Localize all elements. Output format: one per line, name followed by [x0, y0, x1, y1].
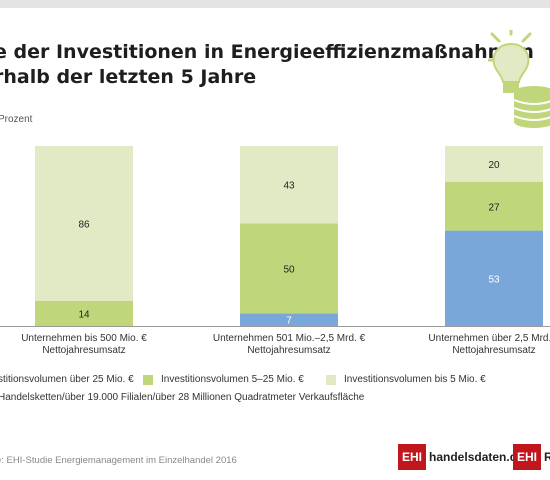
brand-handelsdaten[interactable]: EHI handelsdaten.de	[398, 444, 524, 470]
sample-note: Handelsketten/über 19.000 Filialen/über …	[0, 392, 365, 403]
bar-segment-2-3	[240, 146, 338, 224]
legend-label-up-to-5: Investitionsvolumen bis 5 Mio. €	[344, 374, 486, 385]
brand-logo-text: handelsdaten.de	[429, 450, 524, 464]
bar-segment-3-1	[445, 230, 543, 326]
category-label-1-line-1: Unternehmen bis 500 Mio. €	[21, 333, 147, 344]
legend-label-over-25: stitionsvolumen über 25 Mio. €	[0, 374, 134, 385]
lightbulb-coins-icon	[488, 30, 550, 128]
title-line-2: rhalb der letzten 5 Jahre	[0, 66, 257, 88]
bar-segment-3-3	[445, 146, 543, 182]
data-label-3-3: 20	[488, 160, 500, 171]
data-label-1-2: 14	[78, 309, 90, 320]
bar-segment-1-3	[35, 146, 133, 301]
chart-title: e der Investitionen in Energieeffizienzm…	[0, 40, 534, 90]
brand-retail[interactable]: EHI Re	[513, 444, 550, 470]
category-label-1-line-2: Nettojahresumsatz	[42, 345, 125, 356]
data-label-2-2: 50	[283, 264, 295, 275]
bar-segment-2-2	[240, 223, 338, 314]
legend-label-5-25: Investitionsvolumen 5–25 Mio. €	[161, 374, 304, 385]
unit-label: Prozent	[0, 114, 33, 125]
brand-logo-text-2: Re	[544, 450, 550, 464]
bar-segment-3-2	[445, 182, 543, 231]
category-label-3-line-1: Unternehmen über 2,5 Mrd. €	[428, 333, 550, 344]
data-label-3-1: 53	[488, 274, 500, 285]
data-label-2-1: 7	[286, 316, 292, 327]
data-label-2-3: 43	[283, 181, 295, 192]
legend: stitionsvolumen über 25 Mio. € Investiti…	[0, 374, 550, 388]
brand-logo-box-2: EHI	[513, 444, 542, 470]
bar-segment-2-1	[240, 313, 338, 326]
category-label-2-line-2: Nettojahresumsatz	[247, 345, 330, 356]
data-label-3-2: 27	[488, 202, 500, 213]
bar-segment-1-2	[35, 300, 133, 326]
top-bar	[0, 0, 550, 8]
legend-item-over-25: stitionsvolumen über 25 Mio. €	[0, 374, 134, 385]
legend-item-5-25: Investitionsvolumen 5–25 Mio. €	[143, 374, 304, 385]
title-line-1: e der Investitionen in Energieeffizienzm…	[0, 41, 534, 63]
legend-swatch-5-25	[143, 374, 153, 385]
source-note: e: EHI-Studie Energiemanagement im Einze…	[0, 455, 237, 466]
category-label-3-line-2: Nettojahresumsatz	[452, 345, 535, 356]
category-label-2-line-1: Unternehmen 501 Mio.–2,5 Mrd. €	[213, 333, 366, 344]
brand-logo-box: EHI	[398, 444, 427, 470]
data-label-1-3: 86	[78, 219, 90, 230]
legend-item-up-to-5: Investitionsvolumen bis 5 Mio. €	[326, 374, 486, 385]
legend-swatch-up-to-5	[326, 374, 336, 385]
